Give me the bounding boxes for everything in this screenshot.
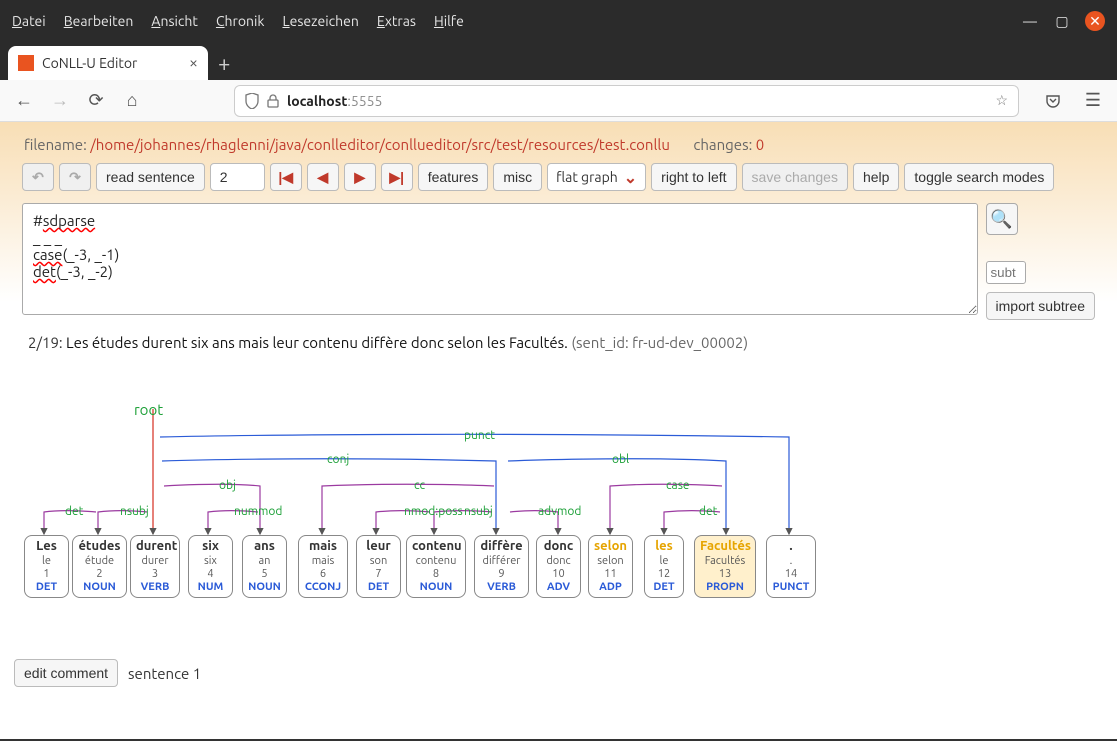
view-mode-select[interactable]: flat graph ⌄: [547, 163, 646, 191]
token-6[interactable]: maismais6CCONJ: [298, 535, 348, 598]
shield-icon: [245, 93, 259, 109]
menubar: Datei Bearbeiten Ansicht Chronik Lesezei…: [12, 13, 1021, 29]
browser-tab[interactable]: CoNLL-U Editor ×: [8, 46, 208, 80]
arc-label-nsubj: nsubj: [120, 505, 149, 518]
url-text: localhost:5555: [287, 93, 382, 109]
dependency-diagram: root punctconjoblobjcccasedetnsubjnummod…: [14, 379, 1103, 619]
token-8[interactable]: contenucontenu8NOUN: [406, 535, 466, 598]
undo-button[interactable]: ↶: [22, 163, 54, 191]
token-9[interactable]: diffèredifférer9VERB: [474, 535, 529, 598]
maximize-button[interactable]: ▢: [1053, 12, 1071, 30]
menu-lesezeichen[interactable]: Lesezeichen: [282, 13, 358, 29]
lock-icon: [267, 94, 279, 108]
toggle-search-button[interactable]: toggle search modes: [904, 163, 1054, 191]
code-textarea[interactable]: #sdparse _ _ _ case(_-3, _-1) det(_-3, _…: [22, 203, 978, 315]
back-button[interactable]: ←: [10, 87, 38, 115]
token-10[interactable]: doncdonc10ADV: [536, 535, 581, 598]
footer: edit comment sentence 1: [0, 649, 1117, 697]
arc-label-nmod:poss: nmod:poss: [404, 505, 463, 518]
url-bar[interactable]: localhost:5555 ☆: [234, 85, 1019, 117]
sentence-index: 2/19:: [28, 334, 66, 351]
token-1[interactable]: Lesle1DET: [24, 535, 69, 598]
home-button[interactable]: ⌂: [118, 87, 146, 115]
arc-label-det: det: [65, 505, 83, 518]
menu-chronik[interactable]: Chronik: [216, 13, 265, 29]
menu-datei[interactable]: Datei: [12, 13, 46, 29]
edit-comment-button[interactable]: edit comment: [14, 659, 118, 687]
arc-label-punct: punct: [464, 429, 495, 442]
arc-label-case: case: [666, 479, 690, 492]
arc-label-det: det: [699, 505, 717, 518]
window-titlebar: Datei Bearbeiten Ansicht Chronik Lesezei…: [0, 0, 1117, 42]
arc-label-conj: conj: [327, 453, 349, 466]
close-tab-icon[interactable]: ×: [189, 54, 198, 72]
misc-button[interactable]: misc: [493, 163, 542, 191]
sentence-text: Les études durent six ans mais leur cont…: [66, 334, 568, 351]
token-13[interactable]: FacultésFacultés13PROPN: [694, 535, 756, 598]
sentence-number-input[interactable]: [210, 163, 265, 191]
search-icon: 🔍: [990, 209, 1012, 230]
token-5[interactable]: ansan5NOUN: [242, 535, 287, 598]
hamburger-menu-icon[interactable]: ☰: [1079, 87, 1107, 115]
token-4[interactable]: sixsix4NUM: [188, 535, 233, 598]
page-content: filename: /home/johannes/rhaglenni/java/…: [0, 122, 1117, 739]
filename-label: filename:: [24, 136, 87, 153]
tab-strip: CoNLL-U Editor × +: [0, 42, 1117, 80]
prev-button[interactable]: ◀: [307, 163, 339, 191]
sentence-meta: (sent_id: fr-ud-dev_00002): [571, 334, 748, 351]
new-tab-button[interactable]: +: [218, 46, 230, 80]
token-14[interactable]: ..14PUNCT: [766, 535, 816, 598]
arc-label-cc: cc: [414, 479, 425, 492]
bookmark-star-icon[interactable]: ☆: [995, 92, 1008, 109]
pocket-icon[interactable]: [1039, 87, 1067, 115]
token-12[interactable]: lesle12DET: [644, 535, 684, 598]
reload-button[interactable]: ⟳: [82, 87, 110, 115]
window-buttons: ― ▢ ✕: [1021, 11, 1105, 31]
filename-path: /home/johannes/rhaglenni/java/conlledito…: [90, 136, 670, 153]
footer-sentence-label: sentence 1: [128, 665, 201, 682]
arc-label-obj: obj: [219, 479, 236, 492]
view-mode-label: flat graph: [556, 169, 618, 185]
token-3[interactable]: durentdurer3VERB: [130, 535, 180, 598]
save-changes-button[interactable]: save changes: [742, 163, 848, 191]
close-window-button[interactable]: ✕: [1085, 11, 1105, 31]
subtree-input[interactable]: [986, 261, 1026, 284]
arc-label-obl: obl: [612, 453, 629, 466]
read-sentence-button[interactable]: read sentence: [96, 163, 205, 191]
action-toolbar: ↶ ↷ read sentence |◀ ◀ ▶ ▶| features mis…: [14, 157, 1103, 197]
menu-ansicht[interactable]: Ansicht: [151, 13, 198, 29]
arc-label-nummod: nummod: [234, 505, 282, 518]
sentence-info: 2/19: Les études durent six ans mais leu…: [14, 326, 1103, 359]
browser-toolbar: ← → ⟳ ⌂ localhost:5555 ☆ ☰: [0, 80, 1117, 122]
chevron-down-icon: ⌄: [624, 168, 637, 187]
token-2[interactable]: étudesétude2NOUN: [72, 535, 127, 598]
root-label: root: [134, 401, 163, 418]
changes-value: 0: [756, 136, 764, 153]
first-button[interactable]: |◀: [270, 163, 302, 191]
last-button[interactable]: ▶|: [381, 163, 413, 191]
redo-button[interactable]: ↷: [59, 163, 91, 191]
filename-row: filename: /home/johannes/rhaglenni/java/…: [14, 132, 1103, 157]
features-button[interactable]: features: [418, 163, 489, 191]
arc-label-nsubj: nsubj: [464, 505, 493, 518]
next-button[interactable]: ▶: [344, 163, 376, 191]
minimize-button[interactable]: ―: [1021, 12, 1039, 30]
import-subtree-button[interactable]: import subtree: [986, 292, 1095, 320]
tab-title: CoNLL-U Editor: [42, 55, 137, 71]
menu-bearbeiten[interactable]: Bearbeiten: [64, 13, 134, 29]
token-11[interactable]: selonselon11ADP: [588, 535, 633, 598]
token-7[interactable]: leurson7DET: [356, 535, 401, 598]
favicon-icon: [18, 55, 34, 71]
changes-label: changes:: [693, 136, 752, 153]
arc-label-advmod: advmod: [538, 505, 581, 518]
rtl-button[interactable]: right to left: [651, 163, 736, 191]
menu-hilfe[interactable]: Hilfe: [434, 13, 464, 29]
menu-extras[interactable]: Extras: [377, 13, 416, 29]
help-button[interactable]: help: [853, 163, 899, 191]
search-button[interactable]: 🔍: [986, 203, 1018, 235]
forward-button[interactable]: →: [46, 87, 74, 115]
